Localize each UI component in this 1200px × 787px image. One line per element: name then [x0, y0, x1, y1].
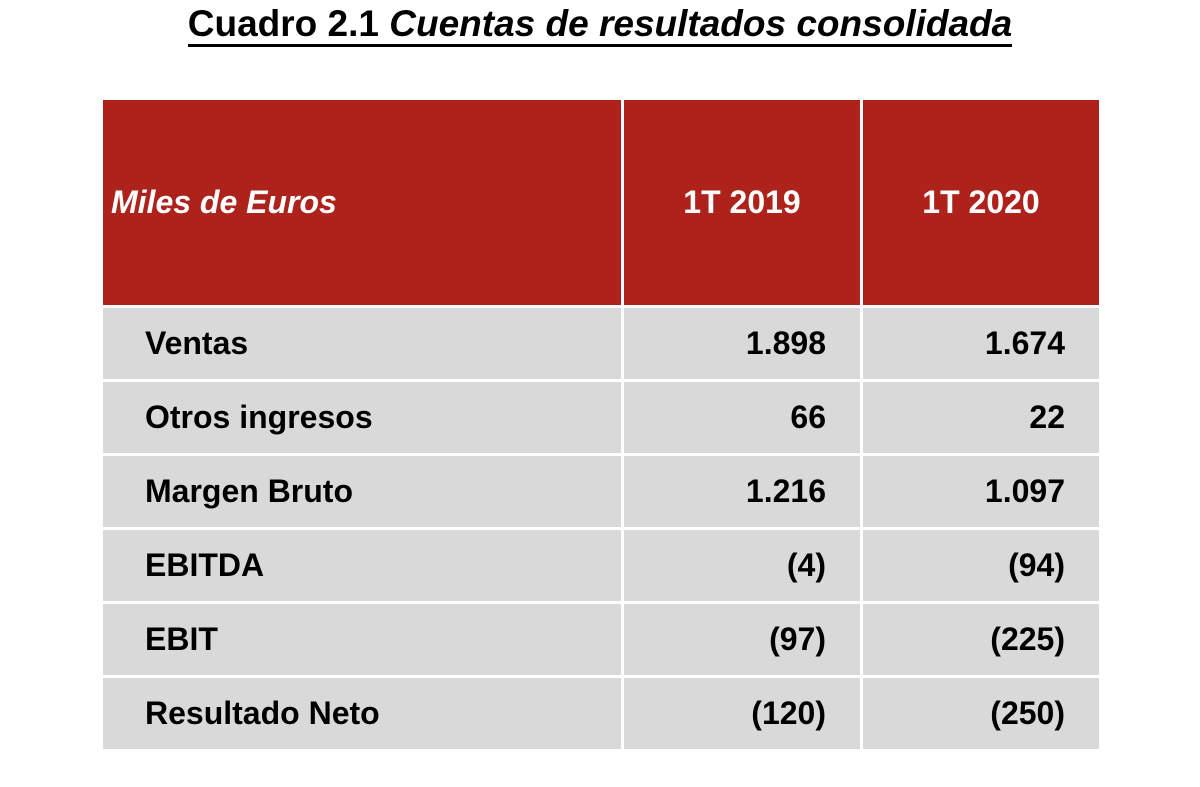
row-value-2020: 22 — [863, 382, 1099, 453]
row-label: EBIT — [103, 604, 621, 675]
row-label: Otros ingresos — [103, 382, 621, 453]
header-col-2020: 1T 2020 — [863, 100, 1099, 305]
row-label: Resultado Neto — [103, 678, 621, 749]
row-value-2019: (97) — [624, 604, 860, 675]
row-value-2019: (4) — [624, 530, 860, 601]
row-value-2020: 1.674 — [863, 308, 1099, 379]
table-row: EBITDA (4) (94) — [103, 530, 1099, 601]
row-value-2019: 1.216 — [624, 456, 860, 527]
page-title: Cuadro 2.1 Cuentas de resultados consoli… — [0, 2, 1200, 47]
header-col-2019: 1T 2019 — [624, 100, 860, 305]
table-header-row: Miles de Euros 1T 2019 1T 2020 — [103, 100, 1099, 305]
table-row: Margen Bruto 1.216 1.097 — [103, 456, 1099, 527]
row-value-2020: (225) — [863, 604, 1099, 675]
row-value-2019: 66 — [624, 382, 860, 453]
title-prefix: Cuadro 2.1 — [187, 3, 390, 44]
row-value-2020: 1.097 — [863, 456, 1099, 527]
row-value-2019: 1.898 — [624, 308, 860, 379]
row-label: Margen Bruto — [103, 456, 621, 527]
results-table: Miles de Euros 1T 2019 1T 2020 Ventas 1.… — [100, 97, 1102, 752]
table-row: Ventas 1.898 1.674 — [103, 308, 1099, 379]
header-label: Miles de Euros — [103, 100, 621, 305]
table-row: Resultado Neto (120) (250) — [103, 678, 1099, 749]
row-value-2019: (120) — [624, 678, 860, 749]
row-value-2020: (250) — [863, 678, 1099, 749]
row-value-2020: (94) — [863, 530, 1099, 601]
title-italic: Cuentas de resultados consolidada — [389, 3, 1013, 44]
table-row: EBIT (97) (225) — [103, 604, 1099, 675]
row-label: Ventas — [103, 308, 621, 379]
title-underline: Cuadro 2.1 Cuentas de resultados consoli… — [187, 3, 1013, 47]
row-label: EBITDA — [103, 530, 621, 601]
table-row: Otros ingresos 66 22 — [103, 382, 1099, 453]
